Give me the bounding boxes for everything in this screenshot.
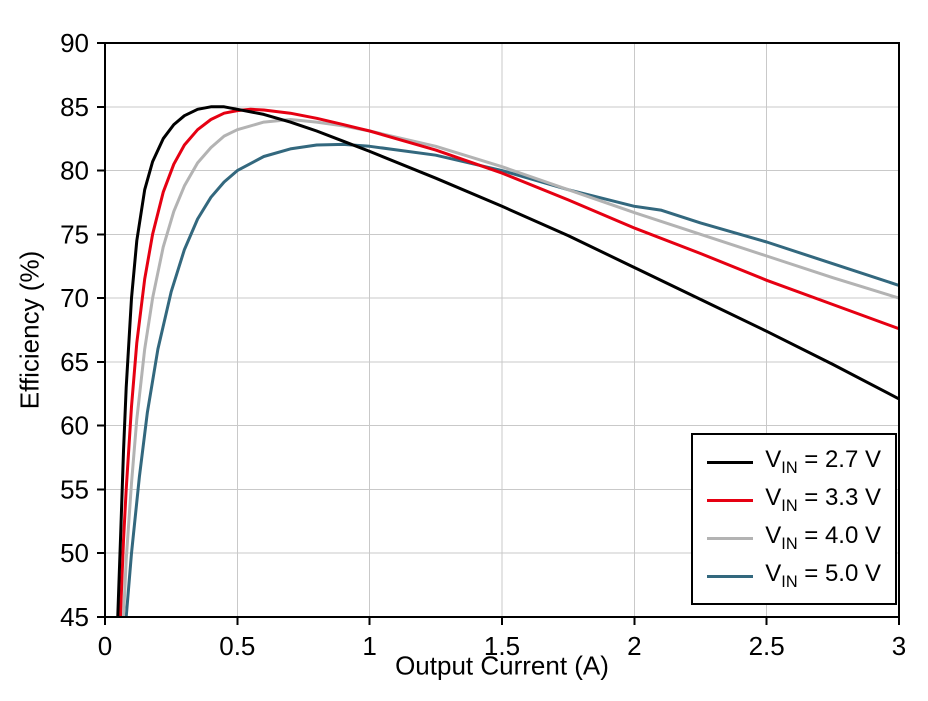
- y-tick-label: 70: [60, 283, 89, 313]
- legend-line-swatch-2v7: [707, 460, 754, 464]
- legend-label-2v7: VIN = 2.7 V: [765, 446, 881, 477]
- x-tick-label: 0: [98, 631, 112, 661]
- y-tick-label: 85: [60, 92, 89, 122]
- series-line-5.0: [124, 142, 899, 617]
- y-tick-label: 50: [60, 538, 89, 568]
- x-axis-title: Output Current (A): [395, 650, 609, 681]
- x-tick-label: 0.5: [219, 631, 255, 661]
- y-tick-label: 55: [60, 474, 89, 504]
- y-tick-label: 80: [60, 156, 89, 186]
- x-tick-label: 3: [892, 631, 906, 661]
- tick-marks: [97, 42, 900, 625]
- y-tick-label: 60: [60, 411, 89, 441]
- legend-line-swatch-3v3: [707, 498, 754, 502]
- y-axis-title: Efficiency (%): [14, 250, 45, 410]
- legend-label-3v3: VIN = 3.3 V: [765, 484, 881, 515]
- legend-label-5v0: VIN = 5.0 V: [765, 560, 881, 591]
- x-tick-label: 1.5: [484, 631, 520, 661]
- series-line-4.0: [121, 118, 899, 617]
- legend-label-4v0: VIN = 4.0 V: [765, 522, 881, 553]
- legend-entry-5v0: VIN = 5.0 V: [707, 557, 881, 595]
- x-tick-label: 2.5: [749, 631, 785, 661]
- legend-entry-4v0: VIN = 4.0 V: [707, 519, 881, 557]
- x-tick-label: 2: [627, 631, 641, 661]
- legend-line-swatch-4v0: [707, 536, 754, 540]
- y-tick-label: 45: [60, 602, 89, 632]
- y-tick-label: 75: [60, 219, 89, 249]
- legend-entry-3v3: VIN = 3.3 V: [707, 481, 881, 519]
- legend-line-swatch-5v0: [707, 574, 754, 578]
- x-tick-label: 1: [362, 631, 376, 661]
- legend: VIN = 2.7 V VIN = 3.3 V VIN = 4.0 V VIN …: [691, 433, 897, 605]
- y-tick-label: 90: [60, 28, 89, 58]
- y-tick-label: 65: [60, 347, 89, 377]
- series-line-2.7: [116, 105, 899, 617]
- legend-entry-2v7: VIN = 2.7 V: [707, 443, 881, 481]
